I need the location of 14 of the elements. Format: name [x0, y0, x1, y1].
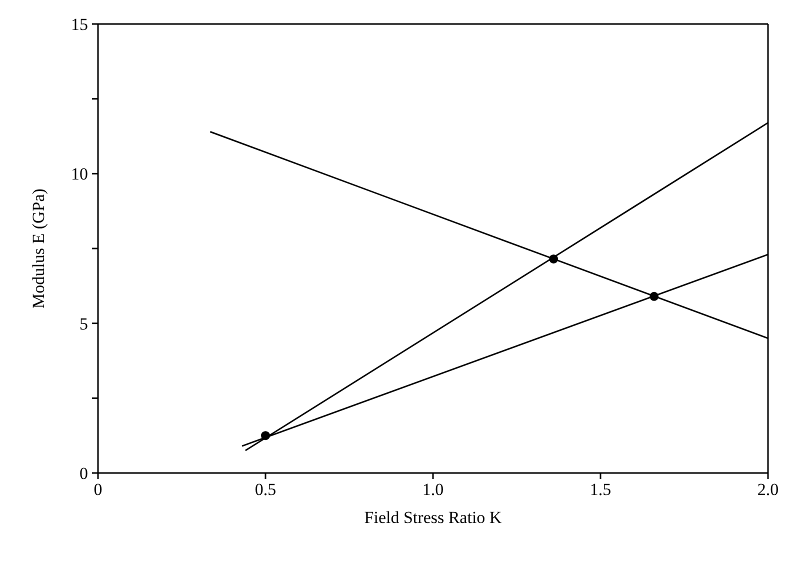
- y-tick-label: 10: [71, 164, 88, 184]
- point: [650, 292, 659, 301]
- x-tick-label: 2.0: [757, 480, 779, 500]
- point: [549, 254, 558, 264]
- y-axis-title: Modulus E (GPa): [29, 188, 48, 308]
- x-tick-label: 1.5: [590, 480, 612, 500]
- x-tick-label: 1.0: [422, 480, 444, 500]
- x-tick-label: 0.5: [254, 480, 276, 500]
- x-tick-label: 0: [94, 480, 102, 500]
- y-tick-label: 5: [80, 314, 88, 334]
- point: [260, 431, 270, 440]
- y-tick-label: 15: [71, 15, 88, 34]
- x-axis-title: Field Stress Ratio K: [364, 508, 502, 527]
- y-tick-label: 0: [80, 464, 88, 484]
